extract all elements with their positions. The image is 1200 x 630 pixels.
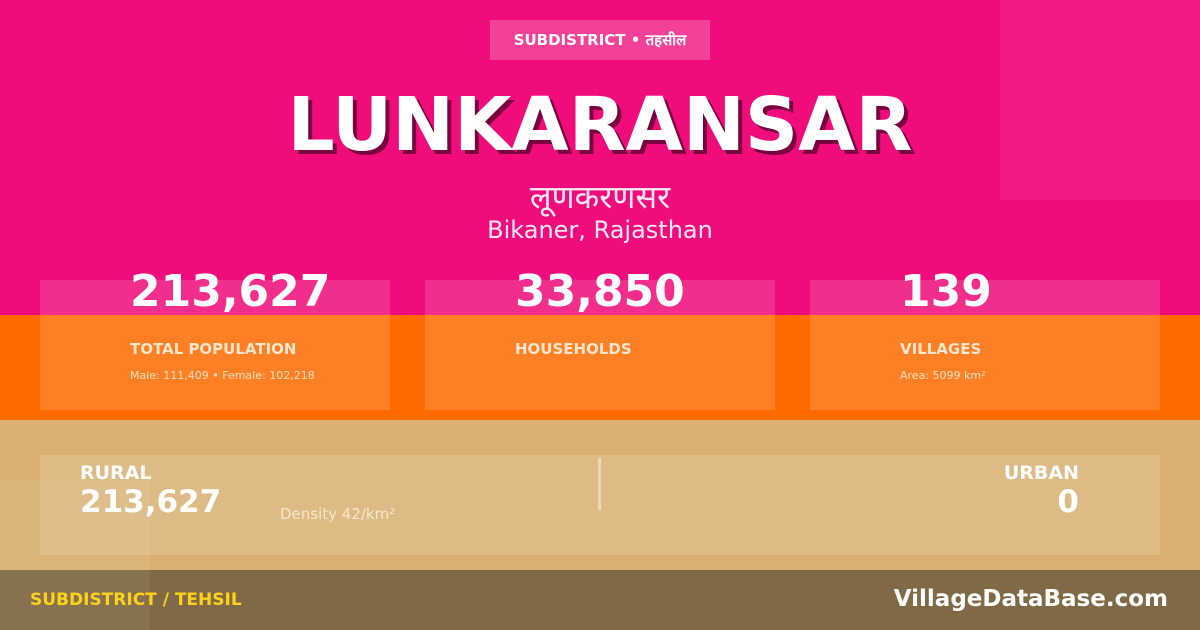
site-link[interactable]: VillageDataBase.com <box>893 586 1168 612</box>
stat-sub: Male: 111,409 • Female: 102,218 <box>130 369 315 382</box>
type-badge: SUBDISTRICT • तहसील <box>490 20 710 60</box>
stats-band <box>0 315 1200 420</box>
stat-value: 33,850 <box>515 266 685 317</box>
stat-value: 139 <box>900 266 992 317</box>
stat-card-population <box>40 280 390 410</box>
stat-sub: Area: 5099 km² <box>900 369 986 382</box>
decorative-square <box>0 480 150 630</box>
stat-card-villages <box>810 280 1160 410</box>
stat-label: TOTAL POPULATION <box>130 340 297 358</box>
footer-label: SUBDISTRICT / TEHSIL <box>30 590 242 610</box>
rural-urban-band <box>0 420 1200 570</box>
decorative-square <box>1000 0 1200 200</box>
page-title: LUNKARANSAR <box>287 82 913 168</box>
title-hindi: लूणकरणसर <box>529 178 671 216</box>
header-band <box>0 0 1200 315</box>
density: Density 42/km² <box>280 505 396 523</box>
urban-value: 0 <box>1057 484 1079 520</box>
rural-label: RURAL <box>80 462 152 484</box>
stat-card-households <box>425 280 775 410</box>
rural-urban-card <box>40 455 1160 555</box>
urban-label: URBAN <box>1003 462 1079 484</box>
stat-label: VILLAGES <box>900 340 982 358</box>
stat-label: HOUSEHOLDS <box>515 340 632 358</box>
footer-band <box>0 570 1200 630</box>
divider <box>598 458 601 510</box>
rural-value: 213,627 <box>80 484 222 520</box>
stat-value: 213,627 <box>130 266 331 317</box>
location: Bikaner, Rajasthan <box>487 216 713 244</box>
